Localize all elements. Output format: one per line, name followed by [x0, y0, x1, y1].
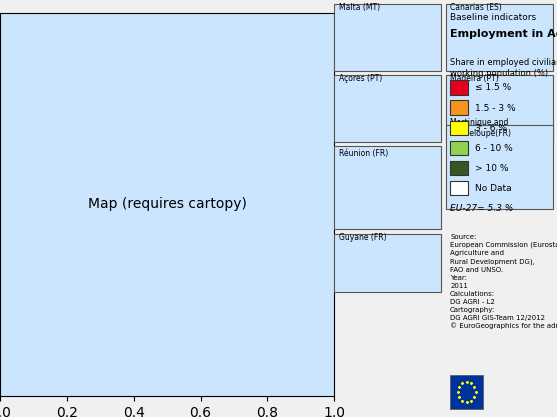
Text: Share in employed civilian
working population (%): Share in employed civilian working popul…	[450, 58, 557, 78]
Text: EU-27= 5.3 %: EU-27= 5.3 %	[450, 203, 514, 213]
Bar	[450, 80, 468, 95]
Text: Map (requires cartopy): Map (requires cartopy)	[87, 197, 247, 211]
Text: No Data: No Data	[475, 183, 511, 193]
Bar	[450, 375, 483, 409]
Text: ≤ 1.5 %: ≤ 1.5 %	[475, 83, 511, 93]
Text: Réunion (FR): Réunion (FR)	[339, 149, 388, 158]
Text: 6 - 10 %: 6 - 10 %	[475, 143, 512, 153]
Bar	[450, 141, 468, 155]
Text: Source:
European Commission (Eurostat and
Agriculture and
Rural Development DG),: Source: European Commission (Eurostat an…	[450, 234, 557, 329]
Text: > 10 %: > 10 %	[475, 163, 508, 173]
Bar	[450, 181, 468, 195]
Text: Açores (PT): Açores (PT)	[339, 74, 382, 83]
Text: Guyane (FR): Guyane (FR)	[339, 233, 387, 242]
FancyBboxPatch shape	[446, 75, 553, 142]
Text: Madeira (PT): Madeira (PT)	[450, 74, 499, 83]
Bar	[450, 100, 468, 115]
FancyBboxPatch shape	[334, 75, 441, 142]
Text: Malta (MT): Malta (MT)	[339, 3, 380, 13]
FancyBboxPatch shape	[446, 4, 553, 71]
FancyBboxPatch shape	[446, 125, 553, 208]
FancyBboxPatch shape	[334, 4, 441, 71]
Bar	[450, 121, 468, 135]
Bar	[450, 161, 468, 175]
FancyBboxPatch shape	[334, 146, 441, 229]
FancyBboxPatch shape	[334, 234, 441, 292]
Text: Martinique and
Guadeloupe(FR): Martinique and Guadeloupe(FR)	[450, 118, 512, 138]
Text: Employment in Agriculture: Employment in Agriculture	[450, 29, 557, 39]
Text: 3 - 6 %: 3 - 6 %	[475, 123, 506, 133]
Text: Canarias (ES): Canarias (ES)	[450, 3, 502, 13]
Text: 1.5 - 3 %: 1.5 - 3 %	[475, 103, 515, 113]
Text: Baseline indicators: Baseline indicators	[450, 13, 536, 22]
